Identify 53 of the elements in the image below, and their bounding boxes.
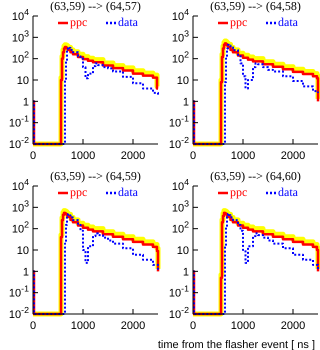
y-tick-label: 10$^{2}$ (172, 220, 190, 236)
chart-title: (63,59) --> (64,57) (50, 0, 141, 13)
y-tick-label: 10 (16, 245, 29, 257)
legend-label: data (278, 185, 299, 199)
x-tick-label: 0 (190, 150, 196, 162)
x-tick-label: 1000 (230, 320, 256, 332)
y-tick-label: 10$^{2}$ (172, 50, 190, 66)
y-tick-label: 10$^{3}$ (172, 28, 190, 44)
legend-label: ppc (70, 185, 88, 199)
x-tick-label: 2000 (280, 320, 306, 332)
y-tick-label: 10$^{4}$ (12, 177, 30, 193)
y-tick-label: 10$^{3}$ (12, 28, 30, 44)
legend-label: ppc (70, 15, 88, 29)
y-tick-label: 10$^{-1}$ (8, 114, 30, 130)
y-tick-label: 10$^{3}$ (172, 198, 190, 214)
x-tick-label: 0 (190, 320, 196, 332)
legend-label: data (278, 15, 299, 29)
y-tick-label: 10$^{3}$ (12, 198, 30, 214)
y-tick-label: 1 (182, 96, 189, 108)
x-tick-label: 1000 (230, 150, 256, 162)
x-axis-title: time from the flasher event [ ns ] (158, 339, 315, 350)
y-tick-label: 10$^{4}$ (172, 7, 190, 23)
y-tick-label: 1 (22, 266, 29, 278)
y-tick-label: 10$^{2}$ (12, 220, 30, 236)
y-tick-label: 10 (176, 245, 189, 257)
y-tick-label: 10 (176, 75, 189, 87)
y-tick-label: 1 (182, 266, 189, 278)
legend-label: ppc (230, 185, 248, 199)
x-tick-label: 2000 (120, 150, 146, 162)
y-tick-label: 10$^{-2}$ (8, 305, 30, 321)
chart-title: (63,59) --> (64,60) (210, 169, 301, 183)
x-tick-label: 1000 (70, 320, 96, 332)
legend-label: data (118, 15, 139, 29)
y-tick-label: 10$^{-1}$ (168, 284, 190, 300)
y-tick-label: 10 (16, 75, 29, 87)
y-tick-label: 10$^{-2}$ (8, 135, 30, 151)
y-tick-label: 10$^{-1}$ (8, 284, 30, 300)
x-tick-label: 0 (30, 320, 36, 332)
y-tick-label: 1 (22, 96, 29, 108)
chart-title: (63,59) --> (64,59) (50, 169, 141, 183)
legend-label: data (118, 185, 139, 199)
chart-title: (63,59) --> (64,58) (210, 0, 301, 13)
y-tick-label: 10$^{2}$ (12, 50, 30, 66)
x-tick-label: 1000 (70, 150, 96, 162)
legend-label: ppc (230, 15, 248, 29)
y-tick-label: 10$^{4}$ (172, 177, 190, 193)
y-tick-label: 10$^{-2}$ (168, 305, 190, 321)
x-tick-label: 2000 (120, 320, 146, 332)
y-tick-label: 10$^{4}$ (12, 7, 30, 23)
y-tick-label: 10$^{-1}$ (168, 114, 190, 130)
x-tick-label: 2000 (280, 150, 306, 162)
y-tick-label: 10$^{-2}$ (168, 135, 190, 151)
x-tick-label: 0 (30, 150, 36, 162)
